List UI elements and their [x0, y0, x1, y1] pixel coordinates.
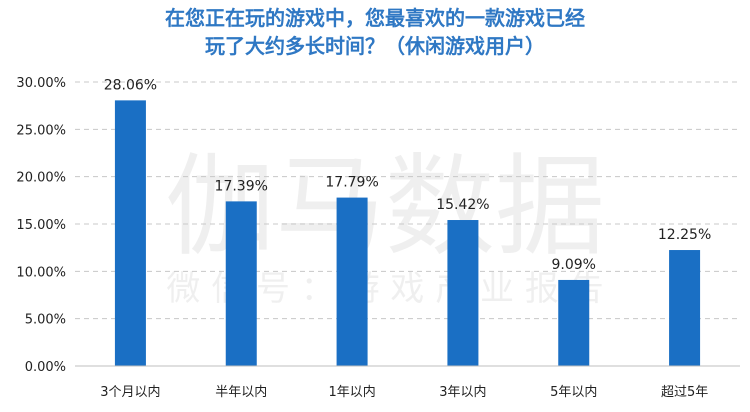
y-tick-label: 10.00% [16, 265, 66, 280]
x-axis-categories: 3个月以内 半年以内 1年以内 3年以内 5年以内 超过5年 [100, 384, 708, 400]
data-label: 12.25% [658, 227, 711, 243]
bar [336, 197, 368, 366]
x-tick-label: 5年以内 [550, 384, 597, 400]
data-label: 17.39% [215, 178, 268, 194]
x-tick-label: 3年以内 [439, 384, 486, 400]
bar [447, 220, 479, 366]
data-label: 28.06% [104, 77, 157, 93]
chart-title: 在您正在玩的游戏中，您最喜欢的一款游戏已经 玩了大约多长时间？（休闲游戏用户） [0, 4, 750, 60]
bar [114, 100, 146, 367]
data-label: 17.79% [325, 175, 378, 191]
y-tick-label: 25.00% [16, 123, 66, 138]
y-axis-ticks: 0.00% 5.00% 10.00% 15.00% 20.00% 25.00% 30.00% [16, 76, 66, 375]
bars [114, 100, 701, 367]
y-tick-label: 5.00% [25, 313, 66, 328]
y-tick-label: 15.00% [16, 218, 66, 233]
bar [669, 250, 701, 366]
x-tick-label: 3个月以内 [100, 384, 160, 400]
chart-title-line-2: 玩了大约多长时间？（休闲游戏用户） [205, 34, 545, 58]
data-labels: 28.06% 17.39% 17.79% 15.42% 9.09% 12.25% [104, 77, 712, 273]
x-tick-label: 半年以内 [215, 384, 267, 400]
data-label: 15.42% [436, 197, 489, 213]
x-tick-label: 1年以内 [328, 384, 375, 400]
gridlines [75, 81, 740, 320]
y-tick-label: 0.00% [25, 360, 66, 375]
x-tick-label: 超过5年 [661, 385, 708, 400]
chart-title-line-1: 在您正在玩的游戏中，您最喜欢的一款游戏已经 [165, 6, 585, 30]
data-label: 9.09% [552, 257, 596, 273]
y-tick-label: 30.00% [16, 76, 66, 91]
bar [558, 279, 590, 366]
bar [225, 201, 257, 366]
y-tick-label: 20.00% [16, 171, 66, 186]
